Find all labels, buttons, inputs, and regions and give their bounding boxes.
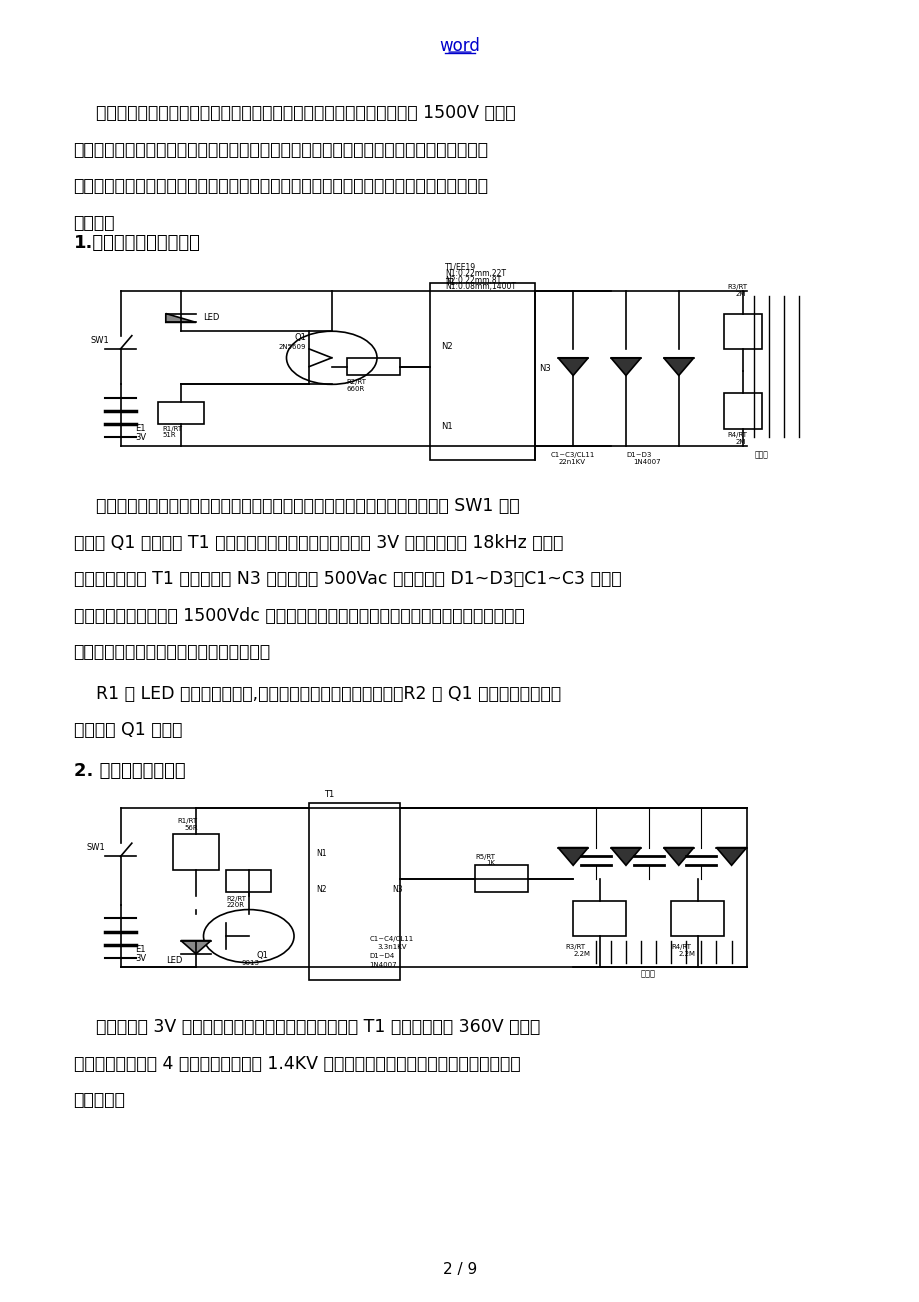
Text: R2/RT: R2/RT: [226, 896, 246, 902]
Text: 2 / 9: 2 / 9: [442, 1262, 477, 1277]
Polygon shape: [610, 848, 641, 866]
Text: N2: N2: [316, 885, 327, 894]
Text: N2:0.22mm,8T: N2:0.22mm,8T: [445, 276, 501, 285]
Polygon shape: [663, 848, 693, 866]
Text: 遍欢迎。: 遍欢迎。: [74, 214, 115, 232]
Text: 三倍压整流电路升高到 1500Vdc 左右，加到电蚊拍的金属网上。当蚊蝇触及金属网时，虫: 三倍压整流电路升高到 1500Vdc 左右，加到电蚊拍的金属网上。当蚊蝇触及金属…: [74, 607, 524, 625]
Text: 电压，此电压再经 4 倍压电路后输出约 1.4KV 的直流高压，这个高压加到放电梳两端用于: 电压，此电压再经 4 倍压电路后输出约 1.4KV 的直流高压，这个高压加到放电…: [74, 1055, 519, 1073]
Polygon shape: [716, 848, 746, 866]
Text: C1~C3/CL11: C1~C3/CL11: [550, 452, 595, 458]
Bar: [723, 314, 761, 349]
Polygon shape: [610, 358, 641, 375]
Text: 1N4007: 1N4007: [369, 962, 397, 969]
Text: R4/RT: R4/RT: [727, 432, 747, 439]
Text: 3.3n1KV: 3.3n1KV: [377, 944, 406, 950]
Bar: [723, 393, 761, 428]
Text: 放电梳: 放电梳: [641, 969, 655, 978]
Text: LED: LED: [203, 314, 220, 323]
Bar: [429, 283, 535, 460]
Polygon shape: [558, 848, 587, 866]
Polygon shape: [181, 940, 210, 954]
Text: 体造成电网短路，立即被电弧击晕、击毙。: 体造成电网短路，立即被电弧击晕、击毙。: [74, 643, 270, 661]
Text: 56R: 56R: [185, 825, 199, 831]
Text: word: word: [439, 36, 480, 55]
Text: 1K: 1K: [486, 861, 494, 866]
Text: R4/RT: R4/RT: [671, 944, 690, 950]
Text: 3V: 3V: [135, 954, 146, 962]
Text: 高频交流电，在 T1 的高压绕组 N3 两端得到约 500Vac 电压，再经 D1~D3、C1~C3 组成的: 高频交流电，在 T1 的高压绕组 N3 两端得到约 500Vac 电压，再经 D…: [74, 570, 620, 589]
Text: 220R: 220R: [226, 902, 244, 909]
Text: SW1: SW1: [86, 844, 105, 852]
Text: LED: LED: [165, 956, 182, 965]
Bar: [158, 402, 203, 424]
Text: R1/RT: R1/RT: [162, 426, 182, 432]
Text: T1: T1: [445, 277, 455, 286]
Text: E1: E1: [135, 424, 146, 434]
Text: D1~D4: D1~D4: [369, 953, 394, 960]
Text: 22n1KV: 22n1KV: [558, 460, 584, 465]
Text: 3V: 3V: [135, 434, 146, 441]
Text: 直流高压来击毙蚊蝇。电蚊拍克服了蚊香、喷雾剂等传统驱蚊方法对人体健康的不利影响，: 直流高压来击毙蚊蝇。电蚊拍克服了蚊香、喷雾剂等传统驱蚊方法对人体健康的不利影响，: [74, 141, 488, 159]
Bar: [309, 803, 399, 980]
Text: 660R: 660R: [346, 385, 365, 392]
Text: E1: E1: [135, 945, 146, 954]
Text: R2/RT: R2/RT: [346, 379, 367, 385]
Bar: [671, 901, 723, 936]
Text: 三极管 Q1 和变压器 T1 构成的自激振荡电路通电工作，将 3V 直流电逆变成 18kHz 左右的: 三极管 Q1 和变压器 T1 构成的自激振荡电路通电工作，将 3V 直流电逆变成…: [74, 534, 562, 552]
Text: 2.2M: 2.2M: [573, 950, 589, 957]
Text: N1: N1: [441, 422, 452, 431]
Text: 2.2M: 2.2M: [678, 950, 695, 957]
Text: N1:0.22mm,22T: N1:0.22mm,22T: [445, 270, 505, 277]
Text: 用于防止 Q1 过热。: 用于防止 Q1 过热。: [74, 721, 182, 740]
Bar: [226, 870, 271, 892]
Text: 1N4007: 1N4007: [633, 460, 661, 465]
Bar: [173, 835, 219, 870]
Text: R3/RT: R3/RT: [565, 944, 585, 950]
Text: R5/RT: R5/RT: [474, 854, 494, 859]
Text: N1:0.08mm,1400T: N1:0.08mm,1400T: [445, 283, 516, 292]
Text: R1 和 LED 是工作指示电路,用来指示电路通断和电池电量。R2 是 Q1 的基极限流电阻，: R1 和 LED 是工作指示电路,用来指示电路通断和电池电量。R2 是 Q1 的…: [74, 685, 560, 703]
Text: N1: N1: [316, 849, 327, 858]
Text: 1.常用的一种电蚊拍电路: 1.常用的一种电蚊拍电路: [74, 234, 200, 253]
Text: 电池提供的 3V 直流电压给自激振荡电路供电，变压器 T1 的次极得到约 360V 的交变: 电池提供的 3V 直流电压给自激振荡电路供电，变压器 T1 的次极得到约 360…: [74, 1018, 539, 1036]
Polygon shape: [663, 358, 693, 375]
Polygon shape: [558, 358, 587, 375]
Text: Q1: Q1: [294, 333, 306, 342]
Text: N2: N2: [441, 342, 452, 352]
Text: Q1: Q1: [256, 952, 268, 961]
Text: SW1: SW1: [90, 336, 109, 345]
Bar: [573, 901, 625, 936]
Text: 51R: 51R: [162, 432, 176, 439]
Text: D1~D3: D1~D3: [625, 452, 651, 458]
Bar: [346, 358, 399, 375]
Text: 2. 另一种电蚊拍电路: 2. 另一种电蚊拍电路: [74, 762, 185, 780]
Text: 电击网: 电击网: [754, 450, 767, 460]
Polygon shape: [165, 314, 196, 323]
Text: 2M: 2M: [734, 439, 745, 445]
Text: N3: N3: [391, 885, 403, 894]
Text: T1/EE19: T1/EE19: [445, 262, 475, 271]
Text: 9013: 9013: [241, 960, 259, 966]
Text: C1~C4/CL11: C1~C4/CL11: [369, 936, 414, 941]
Text: 电路由高频振荡器、三倍压整流电路和高压电击网三部分组成。按下电源开关 SW1 时，: 电路由高频振荡器、三倍压整流电路和高压电击网三部分组成。按下电源开关 SW1 时…: [74, 497, 518, 516]
Text: R1/RT: R1/RT: [176, 818, 197, 824]
Text: R3/RT: R3/RT: [727, 284, 747, 290]
Text: 2N5609: 2N5609: [278, 344, 306, 350]
Text: N3: N3: [539, 365, 550, 374]
Text: 电击蚊虫。: 电击蚊虫。: [74, 1091, 125, 1109]
Text: T1: T1: [323, 790, 335, 799]
Text: 2M: 2M: [734, 290, 745, 297]
Text: 电蚊拍是一种家用的小电子产品，利用直流升压电路将电池电压提升到 1500V 左右的: 电蚊拍是一种家用的小电子产品，利用直流升压电路将电池电压提升到 1500V 左右…: [74, 104, 515, 122]
Bar: [474, 866, 528, 892]
Text: 具有无味、无毒、无害等特点，以其经济实用、简便有效、无化学污染等优点受到人们的普: 具有无味、无毒、无害等特点，以其经济实用、简便有效、无化学污染等优点受到人们的普: [74, 177, 488, 195]
